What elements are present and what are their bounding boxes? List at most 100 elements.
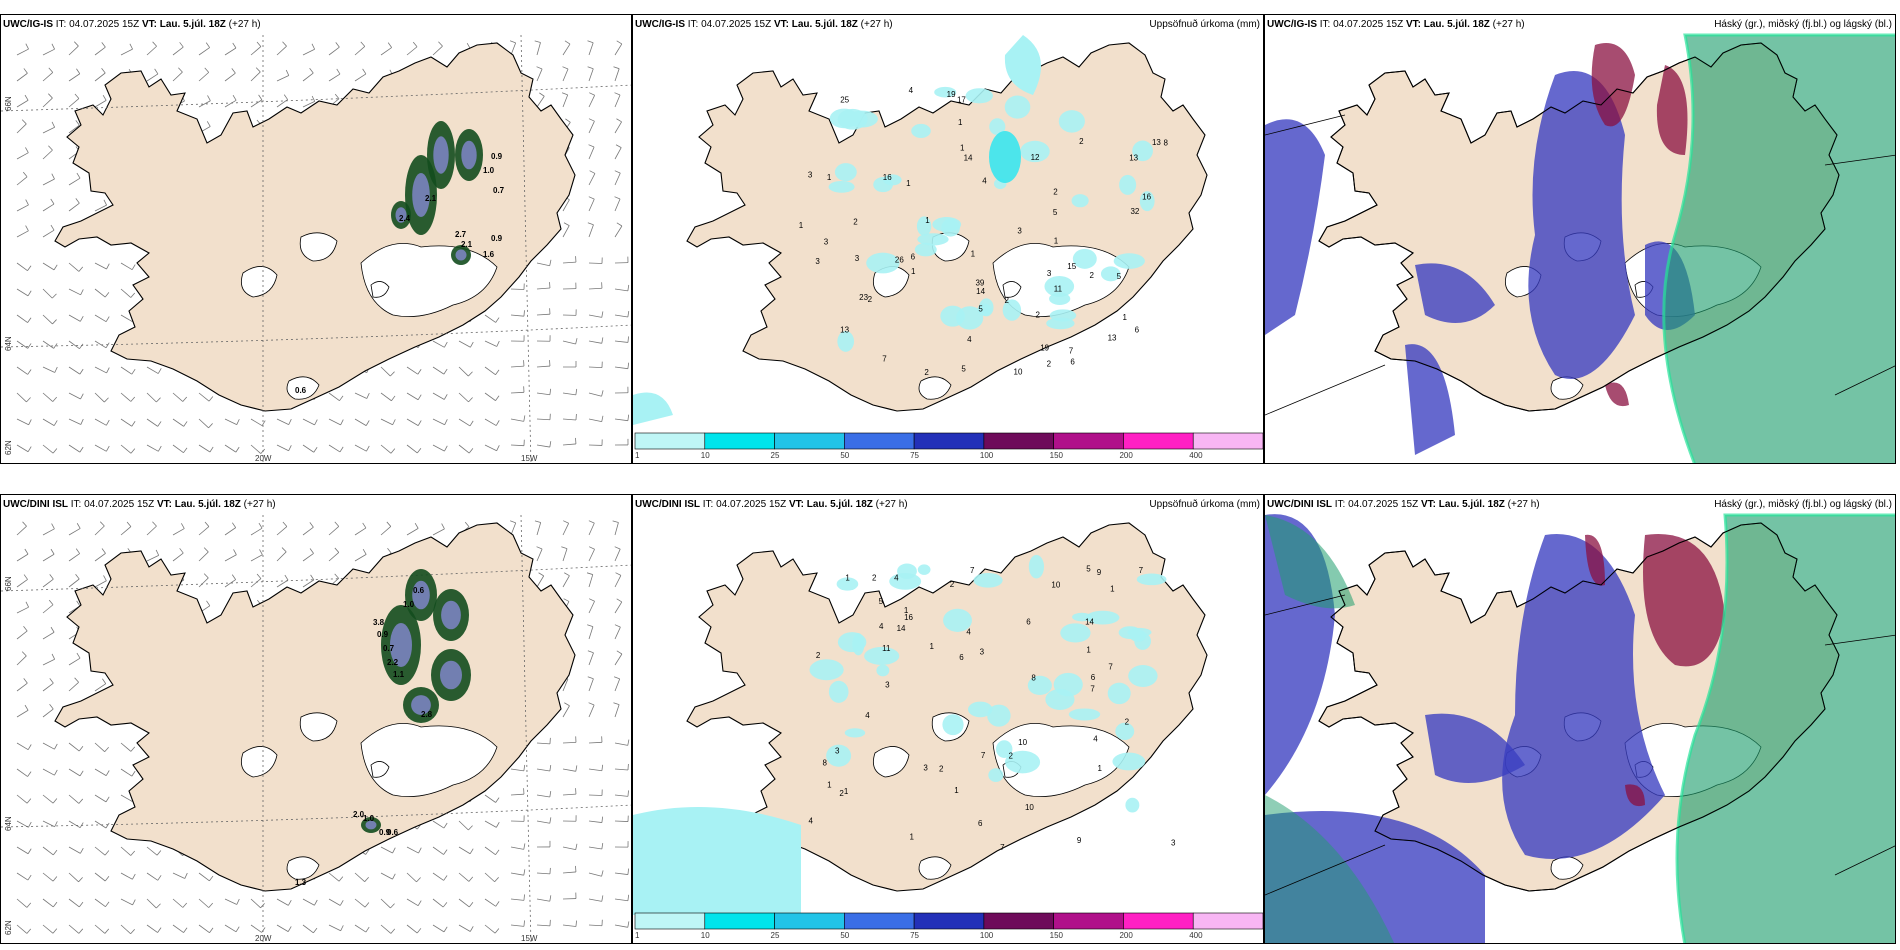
wind-barb (302, 548, 314, 562)
precip-value-label: 13 (1152, 138, 1161, 147)
colorbar-tick-label: 200 (1119, 931, 1133, 940)
wind-barb (302, 522, 314, 536)
precip-cell-core (412, 580, 430, 610)
wind-barb (614, 624, 621, 640)
precip-value-label: 3.8 (373, 618, 385, 627)
wind-barb (588, 764, 604, 772)
wind-barb (172, 872, 188, 879)
wind-barb (172, 444, 188, 454)
wind-barb (42, 794, 58, 804)
precip-value-label: 11 (882, 644, 891, 653)
longitude-label: 15W (521, 454, 538, 463)
wind-barb (536, 441, 552, 448)
precip-value-label: 7 (1090, 685, 1095, 694)
glacier (299, 232, 338, 262)
wind-barb (16, 225, 29, 238)
wind-barb (614, 336, 629, 343)
wind-barb (68, 392, 84, 400)
wind-barb (536, 388, 552, 396)
wind-barb (250, 522, 263, 536)
wind-barb (588, 439, 603, 446)
wind-barb (16, 288, 32, 297)
wind-barb (16, 574, 28, 588)
wind-barb (120, 444, 136, 454)
wind-barb (562, 413, 577, 421)
wind-barb (588, 92, 596, 108)
wind-barb (146, 549, 160, 562)
precip-area (977, 303, 992, 316)
wind-barb (68, 548, 80, 562)
wind-barb (458, 924, 474, 932)
wind-barb (614, 921, 630, 928)
wind-barb (484, 794, 500, 803)
precip-area (1060, 623, 1091, 643)
precip-value-label: 1 (1054, 236, 1059, 245)
colorbar-segment (1123, 912, 1194, 930)
precip-value-label: 2.8 (421, 710, 433, 719)
wind-barb (68, 820, 84, 829)
wind-barb (250, 549, 263, 562)
precip-area (1113, 253, 1145, 269)
wind-map-canvas: 66N 64N 62N 20W 15W 0.6 1.0 3.8 0.9 0.7 2.2 1.1 2.8 2… (1, 514, 631, 943)
wind-barb (94, 768, 110, 776)
colorbar-segment (774, 912, 845, 930)
wind-barb (588, 390, 604, 397)
precip-area (1004, 95, 1031, 119)
wind-barb (510, 386, 525, 394)
precip-area (1139, 191, 1155, 212)
precip-value-label: 2 (1036, 311, 1041, 320)
precip-area (1125, 797, 1140, 813)
low-cloud-area (1502, 534, 1665, 859)
colorbar-tick-label: 25 (771, 931, 780, 940)
wind-barb (510, 788, 525, 796)
precip-value-label: 3 (835, 747, 840, 756)
wind-barb (432, 41, 443, 56)
wind-barb (16, 548, 29, 562)
precip-area (932, 217, 962, 232)
wind-barb (146, 872, 162, 881)
wind-barb (276, 444, 292, 452)
wind-barb (432, 924, 448, 933)
wind-barb (42, 678, 54, 692)
mid-cloud-area (1591, 43, 1635, 127)
wind-barb (406, 523, 419, 536)
glacier (240, 266, 278, 298)
precip-value-label: 3 (824, 238, 829, 247)
wind-barb (536, 867, 551, 875)
colorbar-segment (1192, 912, 1263, 930)
wind-barb (536, 259, 552, 267)
wind-barb (120, 262, 136, 271)
precip-value-label: 10 (1018, 738, 1027, 747)
wind-barb (198, 392, 214, 402)
wind-barb (276, 574, 289, 588)
wind-barb (94, 366, 110, 374)
wind-barb (68, 846, 84, 854)
wind-barb (458, 820, 473, 831)
wind-barb (614, 92, 621, 108)
wind-barb (614, 438, 629, 446)
precip-value-label: 0.9 (491, 234, 503, 243)
precip-area (837, 108, 868, 130)
wind-barb (42, 418, 58, 426)
wind-barb (94, 444, 110, 452)
wind-barb (432, 820, 448, 829)
wind-barb (588, 361, 603, 369)
wind-barb (198, 418, 213, 429)
wind-barb (68, 93, 80, 108)
precip-value-label: 1.0 (483, 166, 495, 175)
wind-barb (562, 788, 577, 796)
precip-value-label: 3 (923, 764, 928, 773)
wind-barb (250, 94, 263, 108)
precip-area (989, 118, 1006, 136)
wind-barb (16, 314, 32, 323)
boundary-line (1834, 365, 1895, 396)
wind-barb (536, 840, 551, 848)
wind-barb (536, 737, 551, 745)
precip-value-label: 2 (1125, 717, 1130, 726)
coastline (1318, 522, 1840, 892)
wind-barb (16, 418, 32, 426)
precip-area (1072, 248, 1097, 269)
high-cloud-area (1265, 515, 1355, 609)
precip-area (1058, 110, 1085, 133)
colorbar-tick-label: 100 (980, 451, 994, 460)
